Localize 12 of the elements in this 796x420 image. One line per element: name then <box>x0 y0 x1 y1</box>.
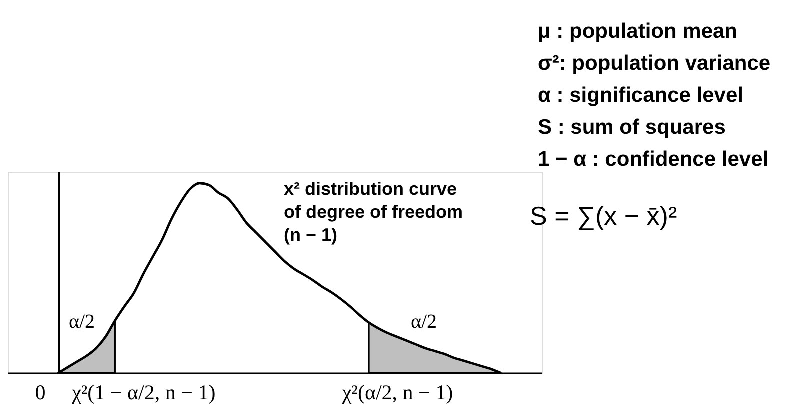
text: μ : population mean <box>538 20 738 43</box>
text: 1 − α : confidence level <box>538 148 769 171</box>
x-tick-label: χ²(α/2, n − 1) <box>341 380 454 404</box>
text: S : sum of squares <box>538 116 726 139</box>
annotation: x² distribution curve of degree of freedom (n − 1) <box>284 179 464 245</box>
annotation: S = ∑(x − x̄)² <box>530 201 678 231</box>
text: σ²: population variance <box>538 52 771 75</box>
annotation: α/2 <box>68 311 96 333</box>
annotation: α/2 <box>410 311 438 333</box>
x-tick-label: 0 <box>35 380 46 404</box>
text: α : significance level <box>538 84 744 107</box>
x-tick-label: χ²(1 − α/2, n − 1) <box>71 380 216 404</box>
